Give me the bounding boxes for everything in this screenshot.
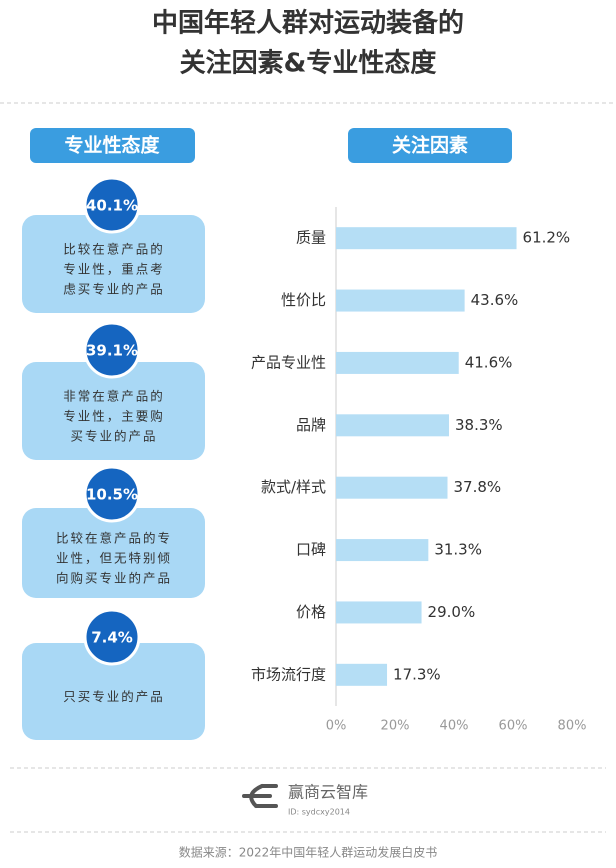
category-label: 性价比 <box>281 291 326 309</box>
category-label: 产品专业性 <box>251 353 326 371</box>
value-label: 43.6% <box>471 291 519 309</box>
brand-id: ID: sydcxy2014 <box>288 808 350 817</box>
percent-badge <box>83 465 141 523</box>
panel-header: 专业性态度 <box>64 134 160 157</box>
bar <box>336 663 388 686</box>
brand-name: 赢商云智库 <box>288 783 368 802</box>
category-label: 质量 <box>296 229 326 247</box>
brand-logo <box>242 784 278 808</box>
header-pill <box>348 128 512 163</box>
value-label: 29.0% <box>428 603 476 621</box>
panel-header: 关注因素 <box>392 134 468 157</box>
value-label: 38.3% <box>455 416 503 434</box>
bar <box>336 227 517 250</box>
attitude-text: 比较在意产品的专 <box>56 531 172 546</box>
attitude-text: 虑买专业的产品 <box>63 282 165 297</box>
category-label: 款式/样式 <box>261 478 326 496</box>
attitude-text: 专业性，重点考 <box>63 262 165 277</box>
attitude-card <box>22 643 205 740</box>
value-label: 41.6% <box>465 353 513 371</box>
percent-badge <box>83 176 141 234</box>
percent-label: 39.1% <box>86 342 138 360</box>
category-label: 品牌 <box>296 416 326 434</box>
percent-badge <box>83 608 141 666</box>
percent-label: 40.1% <box>86 197 138 215</box>
value-label: 17.3% <box>393 665 441 683</box>
attitude-text: 非常在意产品的 <box>63 389 165 404</box>
x-tick-label: 80% <box>558 719 587 734</box>
x-tick-label: 20% <box>381 719 410 734</box>
percent-label: 7.4% <box>91 629 133 647</box>
value-label: 37.8% <box>454 478 502 496</box>
attitude-text: 向购买专业的产品 <box>56 571 172 586</box>
header-pill <box>30 128 195 163</box>
attitude-card <box>22 215 205 313</box>
x-tick-label: 0% <box>326 719 347 734</box>
attitude-card <box>22 362 205 460</box>
percent-label: 10.5% <box>86 486 138 504</box>
bar <box>336 539 429 562</box>
category-label: 价格 <box>296 603 326 621</box>
bar <box>336 289 465 312</box>
attitude-text: 业性，但无特别倾 <box>56 551 172 566</box>
attitude-text: 专业性，主要购 <box>63 409 165 424</box>
category-label: 市场流行度 <box>251 665 326 683</box>
bar <box>336 476 448 499</box>
category-label: 口碑 <box>296 541 326 559</box>
attitude-text: 比较在意产品的 <box>63 242 165 257</box>
bar <box>336 351 459 374</box>
attitude-text: 买专业的产品 <box>70 429 157 444</box>
title-line: 中国年轻人群对运动装备的 <box>152 8 464 39</box>
x-tick-label: 60% <box>499 719 528 734</box>
bar <box>336 414 449 437</box>
x-tick-label: 40% <box>440 719 469 734</box>
attitude-card <box>22 508 205 598</box>
percent-badge <box>83 321 141 379</box>
attitude-text: 只买专业的产品 <box>63 689 165 704</box>
bar <box>336 601 422 624</box>
source: 数据来源：2022年中国年轻人群运动发展白皮书 <box>179 845 438 860</box>
value-label: 61.2% <box>523 229 571 247</box>
value-label: 31.3% <box>434 541 482 559</box>
title-line: 关注因素&专业性态度 <box>180 48 437 79</box>
